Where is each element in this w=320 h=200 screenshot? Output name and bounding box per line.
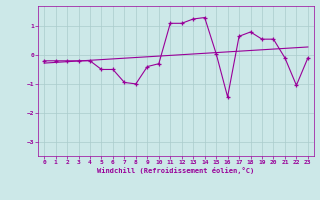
X-axis label: Windchill (Refroidissement éolien,°C): Windchill (Refroidissement éolien,°C) — [97, 167, 255, 174]
